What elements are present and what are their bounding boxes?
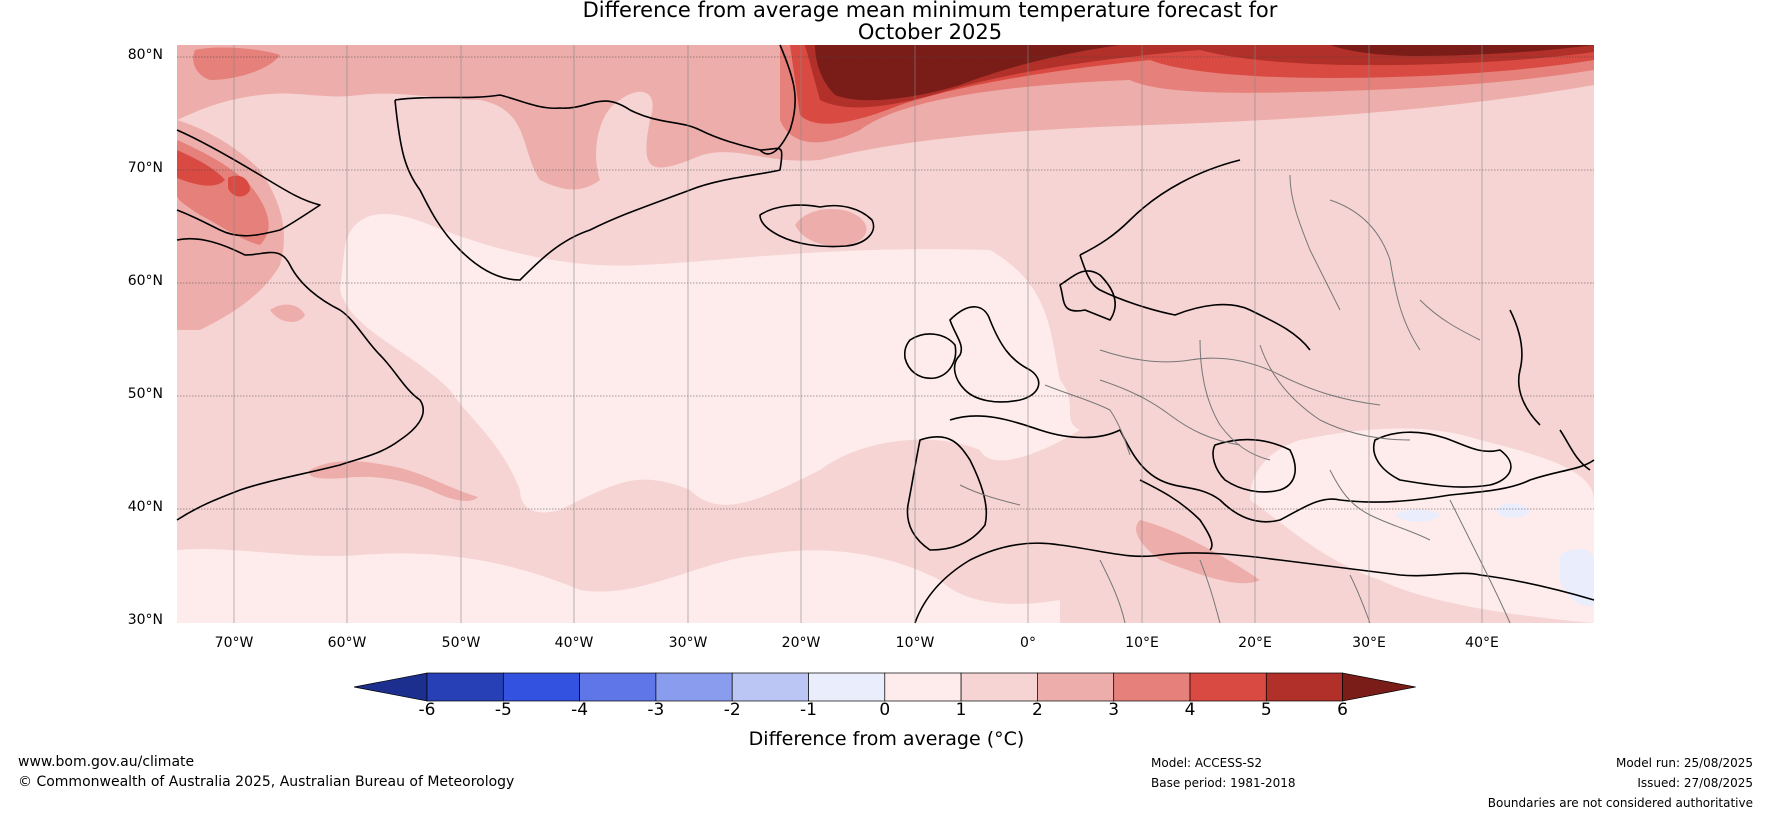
lon-label-20w: 20°W	[781, 635, 821, 651]
lon-label-60w: 60°W	[327, 635, 367, 651]
footer-disclaimer: Boundaries are not considered authoritat…	[1487, 796, 1753, 810]
lon-label-40w: 40°W	[554, 635, 594, 651]
colorbar-box-2-to-3	[1037, 672, 1115, 702]
anomaly-0-1-east-med	[1250, 428, 1594, 623]
anomaly-neg-turkey	[1395, 509, 1440, 522]
meridians	[233, 45, 1483, 623]
graticule	[177, 56, 1594, 510]
lon-label-10e: 10°E	[1125, 635, 1159, 651]
colorbar	[353, 672, 1416, 702]
anomaly-4-5-spot	[228, 175, 250, 197]
colorbar-box--1-to-0	[808, 672, 886, 702]
lat-label-50n: 50°N	[127, 386, 163, 402]
lat-label-40n: 40°N	[127, 499, 163, 515]
footer-base-period: Base period: 1981-2018	[1151, 776, 1296, 790]
colorbar-extension-low	[353, 672, 428, 702]
coastlines	[176, 44, 1595, 624]
country-borders	[959, 174, 1511, 624]
colorbar-tick-label: 4	[1184, 700, 1196, 720]
lat-label-30n: 30°N	[127, 612, 163, 628]
lon-label-0: 0°	[1020, 635, 1036, 651]
colorbar-tick-label: -6	[418, 700, 436, 720]
anomaly-2-3-iceland	[795, 208, 867, 246]
footer-model: Model: ACCESS-S2	[1151, 756, 1263, 770]
colorbar-tick-label: -4	[571, 700, 589, 720]
lat-label-60n: 60°N	[127, 273, 163, 289]
colorbar-box-0-to-1	[884, 672, 962, 702]
map-title-line1: Difference from average mean minimum tem…	[582, 0, 1278, 22]
lon-label-10w: 10°W	[895, 635, 935, 651]
anomaly-neg-east	[1560, 548, 1594, 606]
footer-model-run: Model run: 25/08/2025	[1615, 756, 1753, 770]
lon-label-50w: 50°W	[441, 635, 481, 651]
colorbar-box--2-to--1	[731, 672, 809, 702]
colorbar-extension-high	[1342, 672, 1416, 702]
colorbar-box--4-to--3	[579, 672, 657, 702]
colorbar-box-3-to-4	[1113, 672, 1191, 702]
colorbar-box--5-to--4	[502, 672, 580, 702]
anomaly-neg-caspian	[1495, 503, 1530, 518]
colorbar-tick-label: -3	[647, 700, 665, 720]
colorbar-tick-label: -5	[494, 700, 512, 720]
anomaly-2-3-atlantic-south	[309, 461, 478, 501]
anomaly-2-3-labrador	[270, 304, 305, 322]
lat-label-70n: 70°N	[127, 160, 163, 176]
footer-website[interactable]: www.bom.gov.au/climate	[18, 754, 195, 770]
lon-label-30w: 30°W	[668, 635, 708, 651]
lon-label-30e: 30°E	[1352, 635, 1386, 651]
colorbar-tick-label: 5	[1260, 700, 1272, 720]
colorbar-box-4-to-5	[1189, 672, 1267, 702]
colorbar-tick-label: 2	[1031, 700, 1043, 720]
colorbar-box-5-to-6	[1265, 672, 1343, 702]
lon-label-20e: 20°E	[1238, 635, 1272, 651]
footer-copyright: © Commonwealth of Australia 2025, Austra…	[18, 774, 515, 790]
colorbar-tick-label: 0	[879, 700, 891, 720]
lat-label-80n: 80°N	[127, 47, 163, 63]
anomaly-4-5-baffin	[177, 150, 225, 186]
colorbar-tick-label: 6	[1337, 700, 1348, 720]
anomaly-2-3-spain	[1136, 520, 1260, 584]
colorbar-box--6-to--5	[426, 672, 504, 702]
colorbar-box-1-to-2	[960, 672, 1038, 702]
lon-label-70w: 70°W	[214, 635, 254, 651]
colorbar-tick-label: 1	[955, 700, 967, 720]
colorbar-tick-label: 3	[1108, 700, 1120, 720]
map-title-line2: October 2025	[857, 20, 1003, 44]
anomaly-3-4-nw-corner	[193, 47, 280, 80]
colorbar-tick-label: -2	[723, 700, 741, 720]
anomaly-gt6-barents	[1330, 45, 1594, 56]
anomaly-gt6-greenland-sea	[815, 45, 1120, 101]
footer-issued: Issued: 27/08/2025	[1637, 776, 1753, 790]
anomaly-0-1-atlantic	[340, 213, 1080, 513]
colorbar-tick-label: -1	[800, 700, 817, 720]
anomaly-0-1-south	[177, 548, 1060, 623]
colorbar-box--3-to--2	[655, 672, 733, 702]
lon-label-40e: 40°E	[1465, 635, 1499, 651]
colorbar-title: Difference from average (°C)	[748, 728, 1025, 750]
